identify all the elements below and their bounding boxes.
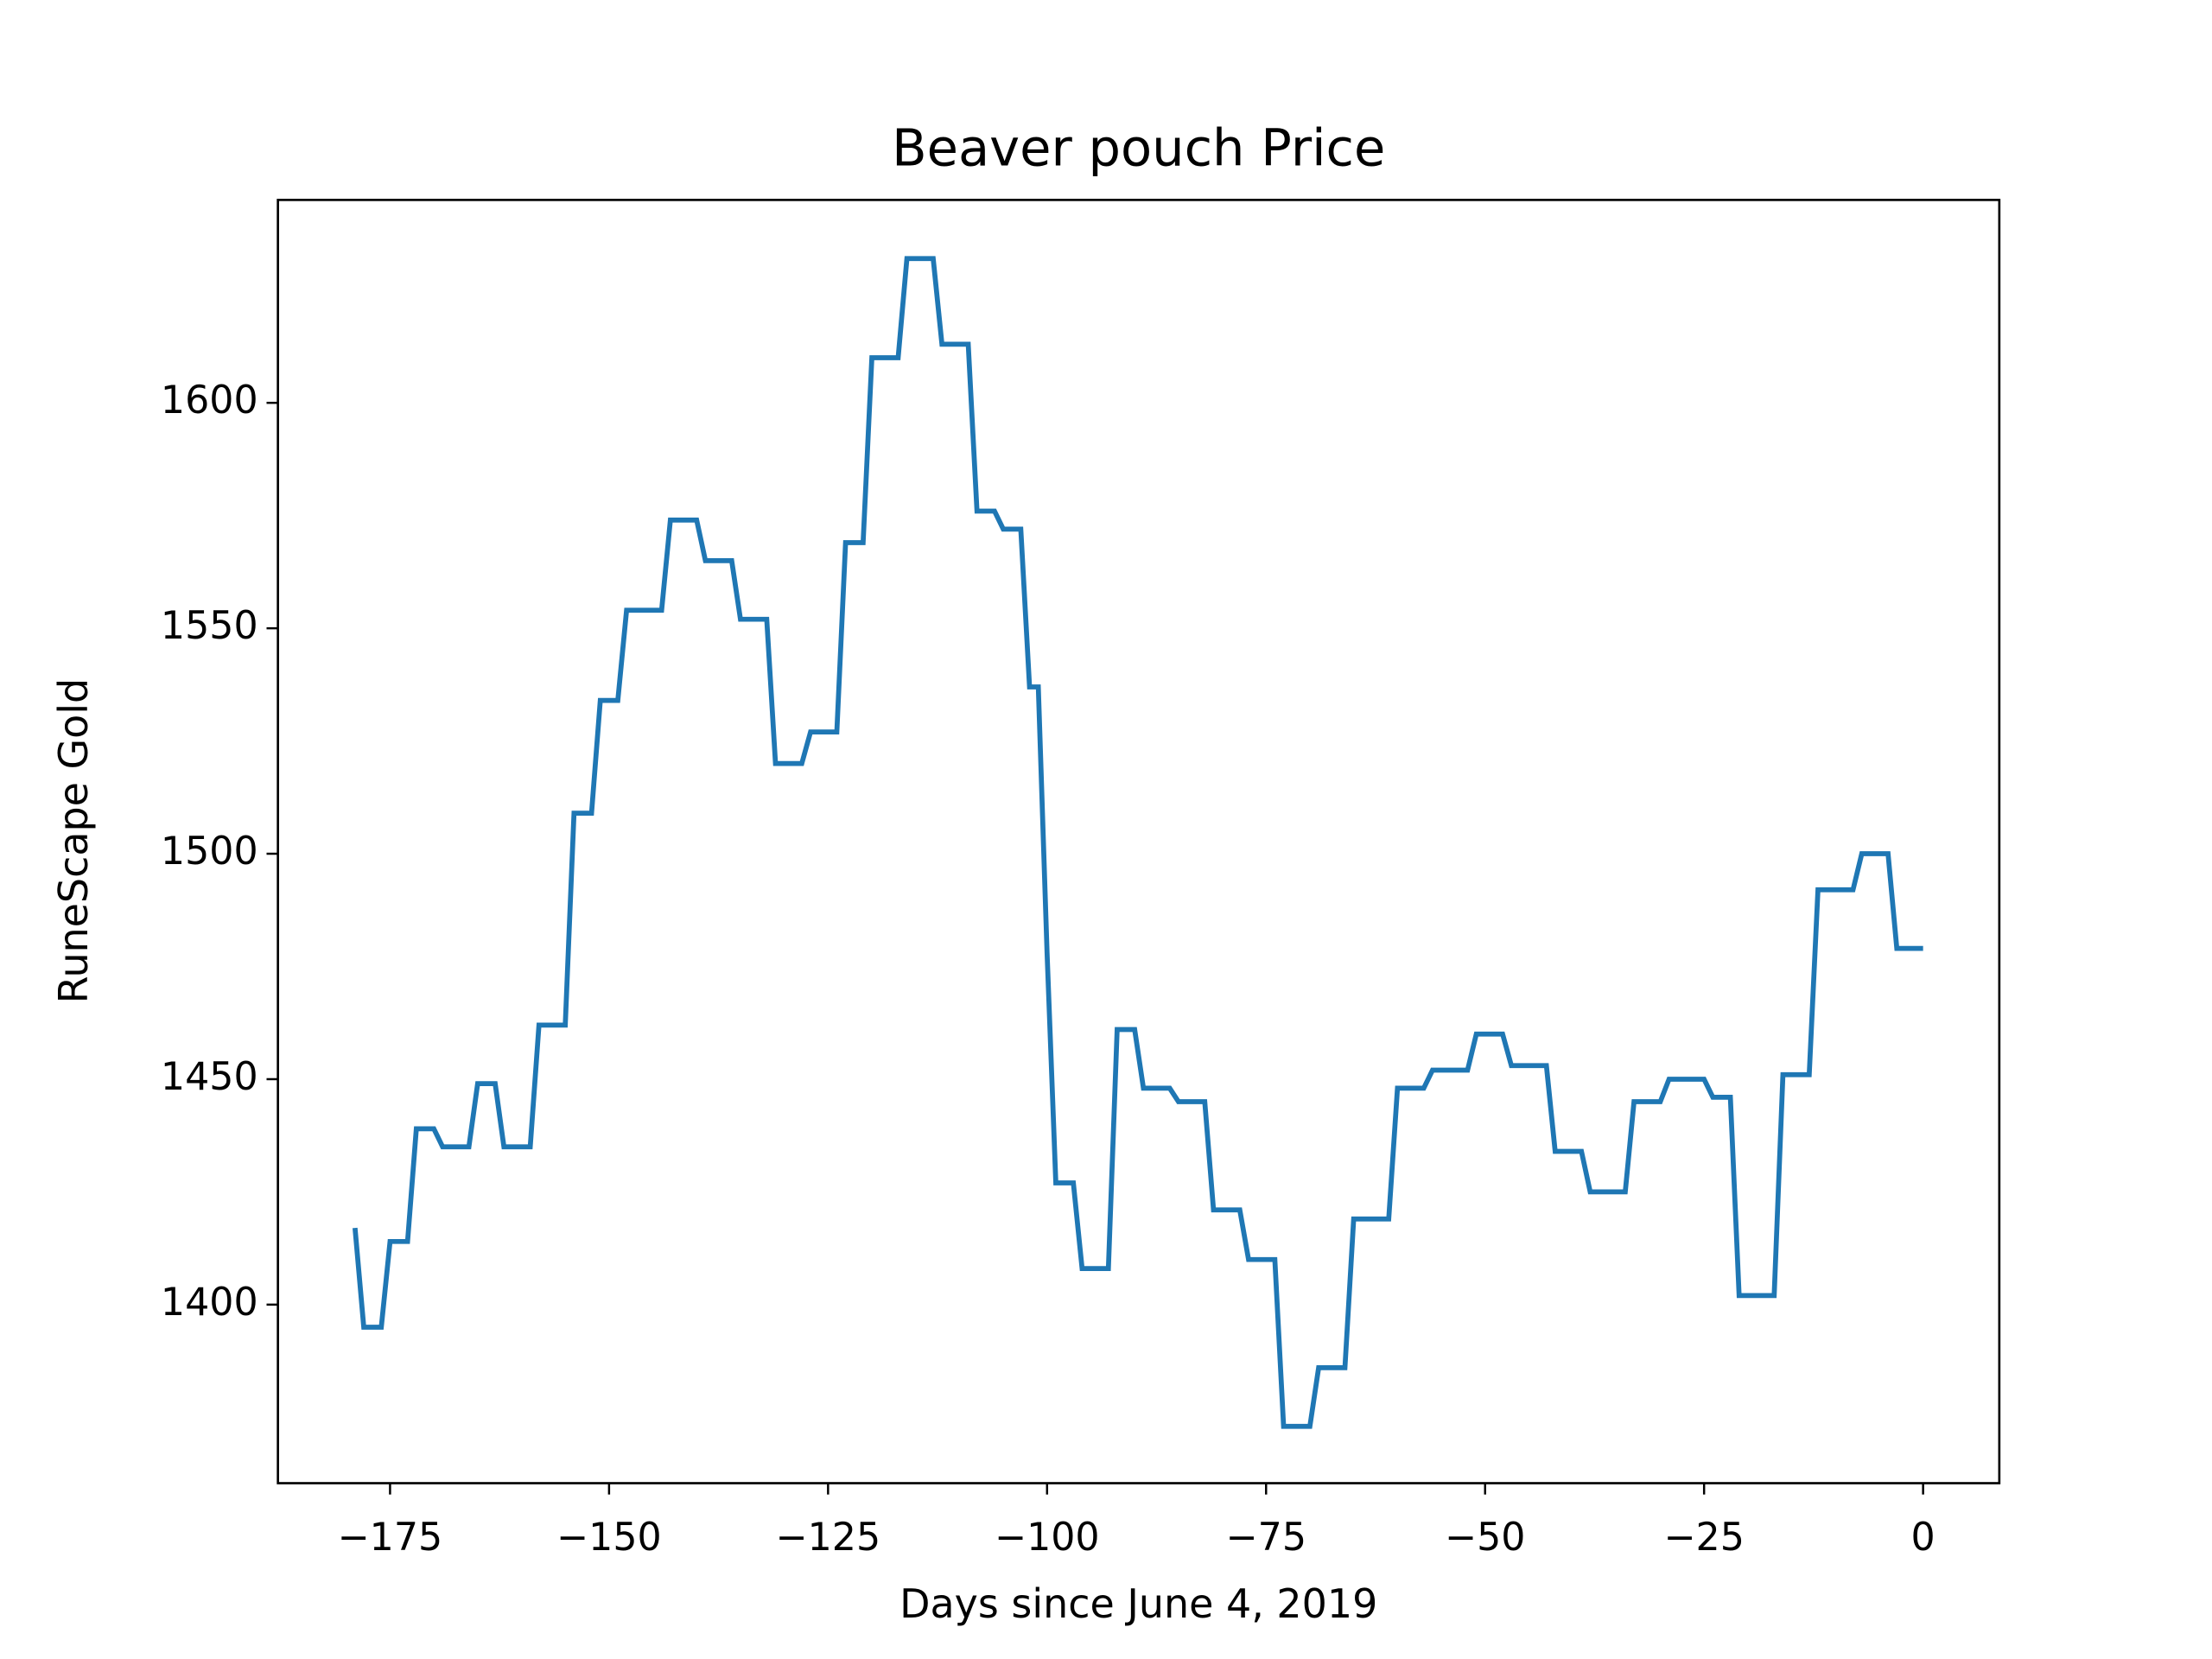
x-tick-label: −100 <box>995 1516 1100 1560</box>
x-tick-label: −175 <box>338 1516 443 1560</box>
y-tick-label: 1400 <box>161 1281 258 1325</box>
x-tick-label: −75 <box>1226 1516 1306 1560</box>
y-tick-label: 1500 <box>161 830 258 874</box>
chart-title: Beaver pouch Price <box>892 118 1385 178</box>
x-tick-label: −150 <box>556 1516 662 1560</box>
y-tick-label: 1450 <box>161 1055 258 1099</box>
x-axis-label: Days since June 4, 2019 <box>899 1580 1377 1627</box>
y-axis-label: RuneScape Gold <box>50 678 97 1004</box>
x-tick-label: 0 <box>1911 1516 1936 1560</box>
x-tick-label: −25 <box>1663 1516 1744 1560</box>
y-tick-label: 1600 <box>161 378 258 423</box>
x-tick-label: −50 <box>1445 1516 1525 1560</box>
y-tick-label: 1550 <box>161 604 258 648</box>
line-series <box>352 256 1923 1429</box>
plot-frame <box>276 199 2001 1484</box>
x-tick-label: −125 <box>775 1516 880 1560</box>
